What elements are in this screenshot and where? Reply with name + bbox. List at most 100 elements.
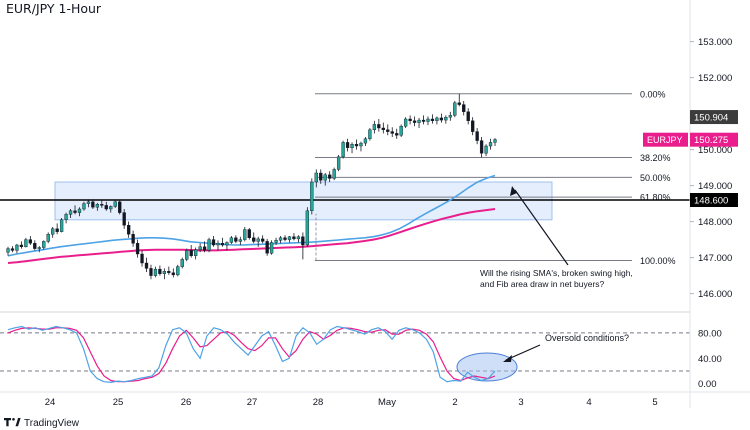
candle-body-up — [82, 203, 86, 210]
candle-body-up — [216, 242, 220, 246]
price-tick-label: 152.000 — [698, 73, 732, 84]
fib-level-label: 0.00% — [640, 89, 666, 99]
time-tick-label: 24 — [45, 397, 56, 408]
stoch-k-line — [7, 325, 496, 384]
tradingview-logo-mark — [4, 418, 11, 427]
price-tag-current-label: 150.275 — [694, 135, 728, 146]
candle-body-down — [167, 271, 171, 273]
price-tags: 150.904 EURJPY 150.275 148.600 — [643, 110, 738, 207]
price-tick-label: 147.000 — [698, 253, 732, 264]
candle-body-down — [126, 224, 131, 235]
price-tag-last-label: 150.904 — [694, 113, 728, 124]
candle-body-down — [265, 241, 269, 254]
candle-body-down — [292, 236, 296, 240]
fib-level-label: 50.00% — [640, 173, 671, 183]
candle-body-down — [131, 233, 135, 244]
candle-body-up — [46, 233, 50, 242]
time-tick-label: 2 — [452, 397, 457, 408]
time-tick-label: 28 — [313, 397, 324, 408]
oversold-highlight — [456, 352, 518, 382]
candle-body-up — [153, 268, 158, 276]
candle-body-down — [104, 205, 108, 210]
candle-body-down — [122, 212, 126, 226]
price-tick-label: 148.000 — [698, 217, 732, 228]
price-tag-last-bg — [690, 110, 738, 125]
candle-body-down — [408, 118, 412, 121]
annotation-arrow-line — [514, 189, 569, 266]
candle-body-up — [403, 118, 408, 127]
candle-body-up — [341, 142, 345, 157]
candle-body-down — [386, 129, 390, 132]
candle-body-up — [453, 102, 457, 116]
candle-body-up — [109, 206, 113, 210]
candle-body-up — [256, 238, 260, 242]
candle-body-up — [488, 142, 493, 147]
price-tag-level-label: 148.600 — [694, 196, 728, 207]
moving-averages — [7, 174, 496, 264]
candle-body-up — [229, 237, 234, 243]
candle-body-down — [390, 131, 394, 134]
price-tag-level-bg — [690, 193, 738, 207]
candle-body-down — [475, 131, 479, 141]
fib-level-label: 61.80% — [640, 193, 671, 203]
candle-body-down — [73, 210, 77, 213]
candle-body-down — [421, 119, 426, 122]
stoch-tick-label: 0.00 — [698, 379, 717, 390]
candle-body-up — [51, 228, 55, 235]
price-tick-label: 153.000 — [698, 37, 732, 48]
candle-body-up — [15, 244, 19, 251]
candle-body-down — [171, 272, 175, 276]
candle-body-down — [301, 236, 305, 246]
candle-body-up — [42, 241, 46, 248]
candle-body-up — [77, 208, 82, 213]
tradingview-logo: TradingView — [4, 418, 80, 429]
candle-body-down — [19, 244, 24, 247]
candle-body-up — [238, 239, 242, 242]
candle-body-up — [399, 125, 403, 136]
candle-body-up — [193, 249, 198, 256]
candle-body-down — [395, 133, 399, 136]
candle-body-up — [59, 219, 64, 232]
candle-body-up — [37, 247, 41, 249]
candle-body-down — [261, 238, 265, 242]
candle-body-down — [479, 140, 484, 154]
chart-title: EUR/JPY 1-Hour — [6, 1, 102, 16]
candle-body-up — [198, 246, 202, 250]
candle-body-down — [118, 201, 122, 213]
time-tick-label: May — [378, 397, 396, 408]
candle-body-up — [314, 172, 318, 183]
candle-body-down — [33, 242, 37, 249]
price-tag-current-bg — [690, 132, 738, 147]
stochastic-panel: 80.00 40.00 0.00 — [0, 325, 722, 390]
candle-body-down — [345, 142, 350, 148]
candle-body-down — [100, 204, 104, 206]
candle-body-down — [354, 143, 359, 147]
candle-body-down — [144, 262, 149, 269]
sma-slow-line — [7, 208, 496, 264]
candle-body-down — [412, 120, 417, 123]
candle-body-down — [149, 268, 153, 276]
candle-body-up — [305, 210, 310, 246]
fib-level-label: 38.20% — [640, 153, 671, 163]
price-tick-label: 149.000 — [698, 181, 732, 192]
candle-body-up — [269, 242, 274, 254]
candle-body-down — [457, 102, 461, 105]
annotation-line-1: Will the rising SMA's, broken swing high… — [480, 268, 633, 278]
candle-body-up — [426, 118, 430, 122]
symbol-tag-bg — [643, 132, 688, 147]
candle-body-up — [6, 248, 10, 253]
candle-body-up — [493, 139, 497, 143]
time-tick-label: 3 — [518, 397, 523, 408]
candle-body-down — [439, 117, 444, 121]
candle-body-up — [435, 117, 439, 121]
candle-body-up — [278, 237, 283, 241]
tradingview-logo-dot — [12, 418, 15, 421]
time-tick-label: 25 — [113, 397, 124, 408]
fib-zone-group — [54, 181, 553, 221]
price-tick-label: 146.000 — [698, 289, 732, 300]
candle-body-up — [363, 138, 368, 144]
candle-body-down — [462, 104, 466, 112]
candle-body-up — [113, 201, 117, 207]
candle-body-up — [68, 210, 73, 215]
